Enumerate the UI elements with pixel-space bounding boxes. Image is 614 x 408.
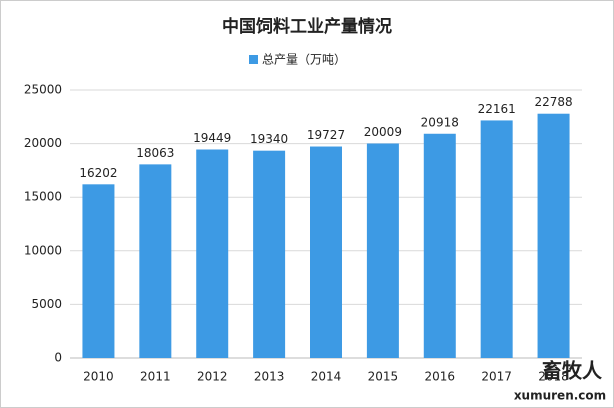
value-label: 18063: [136, 146, 174, 160]
value-label: 20918: [421, 115, 459, 129]
y-tick-label: 5000: [31, 297, 62, 311]
x-tick-label: 2010: [83, 370, 114, 384]
bar: [196, 149, 229, 358]
value-label: 22788: [534, 95, 572, 109]
x-tick-label: 2012: [197, 370, 228, 384]
bar: [480, 120, 513, 358]
watermark-site: xumuren.com: [514, 389, 606, 403]
bar: [537, 113, 570, 358]
x-tick-label: 2013: [254, 370, 285, 384]
x-tick-label: 2015: [368, 370, 399, 384]
watermark-name: 畜牧人: [542, 359, 603, 383]
y-tick-label: 25000: [24, 83, 62, 97]
y-tick-label: 15000: [24, 190, 62, 204]
value-label: 19449: [193, 131, 231, 145]
bar: [423, 133, 456, 358]
value-label: 19727: [307, 128, 345, 142]
bar: [310, 146, 342, 358]
value-label: 16202: [79, 166, 117, 180]
value-label: 19340: [250, 132, 288, 146]
y-tick-label: 10000: [24, 243, 62, 257]
x-tick-label: 2017: [481, 370, 512, 384]
bar: [139, 164, 172, 358]
value-label: 20009: [364, 125, 402, 139]
chart-title: 中国饲料工业产量情况: [222, 16, 392, 37]
x-tick-label: 2011: [140, 370, 171, 384]
x-tick-label: 2016: [425, 370, 456, 384]
legend-swatch: [249, 55, 258, 64]
x-tick-label: 2014: [311, 370, 342, 384]
bar: [253, 150, 286, 358]
y-tick-label: 20000: [24, 136, 62, 150]
bar: [366, 143, 399, 358]
x-tick-label: 2018: [538, 370, 569, 384]
legend-label: 总产量（万吨）: [262, 53, 346, 67]
value-label: 22161: [478, 102, 516, 116]
bar: [82, 184, 115, 358]
y-tick-label: 0: [54, 351, 62, 365]
